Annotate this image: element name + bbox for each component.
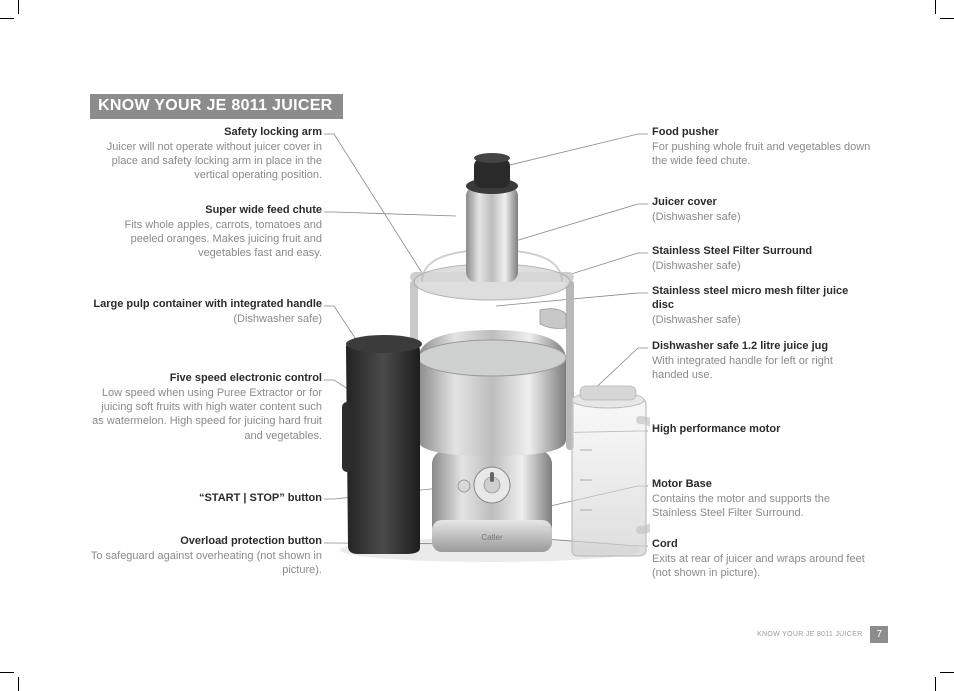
label-title: Five speed electronic control [90, 372, 322, 386]
crop-mark [18, 677, 19, 691]
label-title: Overload protection button [90, 535, 322, 549]
label-title: Large pulp container with integrated han… [90, 298, 322, 312]
label-title: Safety locking arm [90, 126, 322, 140]
page-number: 7 [870, 626, 888, 643]
label-desc: Juicer will not operate without juicer c… [90, 140, 322, 183]
label-title: Cord [652, 538, 872, 552]
crop-mark [940, 18, 954, 19]
label-juicer-cover: Juicer cover (Dishwasher safe) [652, 196, 872, 224]
footer-label: KNOW YOUR JE 8011 JUICER [757, 631, 862, 638]
label-cord: Cord Exits at rear of juicer and wraps a… [652, 538, 872, 580]
label-desc: With integrated handle for left or right… [652, 354, 872, 383]
label-title: “START | STOP” button [90, 492, 322, 506]
label-title: High performance motor [652, 423, 872, 437]
label-pulp-container: Large pulp container with integrated han… [90, 298, 322, 326]
label-title: Stainless Steel Filter Surround [652, 245, 872, 259]
label-title: Stainless steel micro mesh filter juice … [652, 285, 872, 313]
label-title: Dishwasher safe 1.2 litre juice jug [652, 340, 872, 354]
label-desc: (Dishwasher safe) [90, 312, 322, 326]
crop-mark [935, 677, 936, 691]
crop-mark [18, 0, 19, 14]
page-title: KNOW YOUR JE 8011 JUICER [90, 94, 343, 119]
crop-mark [0, 18, 14, 19]
crop-mark [935, 0, 936, 14]
label-motor: High performance motor [652, 423, 872, 437]
page: KNOW YOUR JE 8011 JUICER [24, 24, 930, 667]
crop-mark [0, 672, 14, 673]
label-desc: Fits whole apples, carrots, tomatoes and… [90, 218, 322, 261]
label-mesh-filter: Stainless steel micro mesh filter juice … [652, 285, 872, 327]
label-desc: Contains the motor and supports the Stai… [652, 492, 872, 521]
label-desc: (Dishwasher safe) [652, 259, 872, 273]
label-title: Food pusher [652, 126, 872, 140]
label-title: Super wide feed chute [90, 204, 322, 218]
juicer-illustration: Catler [340, 150, 650, 565]
label-speed-control: Five speed electronic control Low speed … [90, 372, 322, 443]
label-title: Motor Base [652, 478, 872, 492]
label-start-stop: “START | STOP” button [90, 492, 322, 506]
label-feed-chute: Super wide feed chute Fits whole apples,… [90, 204, 322, 261]
label-safety-locking-arm: Safety locking arm Juicer will not opera… [90, 126, 322, 183]
label-desc: For pushing whole fruit and vegetables d… [652, 140, 872, 169]
page-footer: KNOW YOUR JE 8011 JUICER 7 [757, 626, 888, 643]
label-desc: Low speed when using Puree Extractor or … [90, 386, 322, 443]
label-desc: (Dishwasher safe) [652, 313, 872, 327]
label-motor-base: Motor Base Contains the motor and suppor… [652, 478, 872, 520]
label-desc: Exits at rear of juicer and wraps around… [652, 552, 872, 581]
label-food-pusher: Food pusher For pushing whole fruit and … [652, 126, 872, 168]
label-title: Juicer cover [652, 196, 872, 210]
svg-text:Catler: Catler [481, 533, 503, 542]
crop-mark [940, 672, 954, 673]
label-overload: Overload protection button To safeguard … [90, 535, 322, 577]
label-filter-surround: Stainless Steel Filter Surround (Dishwas… [652, 245, 872, 273]
label-desc: (Dishwasher safe) [652, 210, 872, 224]
label-desc: To safeguard against overheating (not sh… [90, 549, 322, 578]
label-juice-jug: Dishwasher safe 1.2 litre juice jug With… [652, 340, 872, 382]
